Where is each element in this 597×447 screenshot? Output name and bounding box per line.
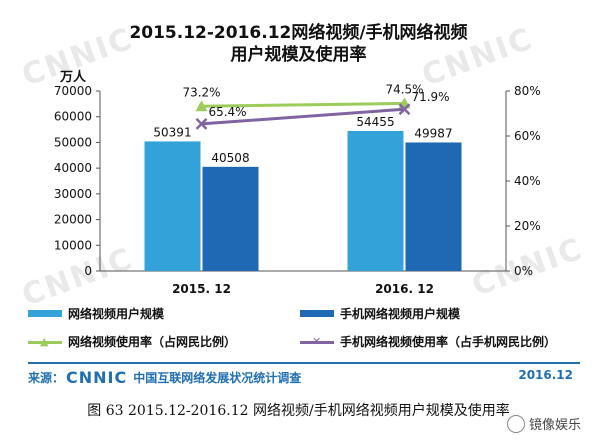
figure-caption: 图 63 2015.12-2016.12 网络视频/手机网络视频用户规模及使用率 (87, 403, 510, 419)
legend-label-line1: 网络视频使用率（占网民比例） (68, 335, 237, 349)
legend-swatch-line1: ▲ (28, 335, 62, 349)
x-marker-icon: ✕ (312, 334, 322, 348)
y-left-tick-label: 20000 (54, 213, 92, 227)
account-name: 镜像娱乐 (528, 418, 581, 433)
source-prefix: 来源： (28, 371, 65, 385)
legend-label-bar2: 手机网络视频用户规模 (340, 307, 461, 321)
y-axis-unit: 万人 (60, 70, 87, 85)
legend-swatch-bar2 (300, 310, 334, 317)
legend-label-bar1: 网络视频用户规模 (68, 307, 165, 321)
chart-plot: 0 10000 20000 30000 40000 50000 60000 70000 0% 20… (54, 82, 541, 296)
footer-divider (28, 362, 580, 364)
y-right-tick-label: 20% (514, 219, 541, 233)
line-data-label: 65.4% (208, 105, 246, 119)
chart-title-line1: 2015.12-2016.12网络视频/手机网络视频 (129, 23, 468, 43)
line-data-label: 71.9% (411, 90, 449, 104)
legend-item-line2: ✕ 手机网络视频使用率（占手机网民比例） (300, 333, 556, 350)
series-line (201, 107, 405, 126)
y-right-tick-label: 80% (514, 84, 541, 98)
bar-data-label: 49987 (414, 126, 452, 140)
legend-item-bar2: 手机网络视频用户规模 (300, 305, 460, 322)
bar (202, 166, 259, 271)
line-point-x (195, 117, 208, 130)
bar-data-label: 50391 (153, 125, 191, 139)
legend-item-line1: ▲ 网络视频使用率（占网民比例） (28, 333, 236, 350)
legend-item-bar1: 网络视频用户规模 (28, 305, 164, 322)
source-date: 2016.12 (518, 368, 573, 382)
bar (144, 141, 201, 271)
y-right-tick-label: 60% (514, 129, 541, 143)
series-line (201, 101, 405, 108)
chart-title-line2: 用户规模及使用率 (230, 45, 367, 65)
y-left-tick-label: 0 (84, 264, 92, 278)
bar (347, 130, 404, 271)
x-tick-label: 2016. 12 (375, 282, 434, 296)
legend-swatch-line2: ✕ (300, 335, 334, 349)
line-data-label: 74.5% (385, 82, 423, 96)
line-point-triangle (195, 100, 208, 112)
y-left-tick-label: 50000 (54, 135, 92, 149)
account-badge: 镜像娱乐 (506, 414, 581, 433)
bar-data-label: 54455 (356, 115, 394, 129)
triangle-marker-icon: ▲ (40, 334, 49, 348)
source-text: 中国互联网络发展状况统计调查 (133, 371, 302, 385)
legend-label-line2: 手机网络视频使用率（占手机网民比例） (340, 335, 557, 349)
y-left-tick-label: 70000 (54, 84, 92, 98)
legend-swatch-bar1 (28, 310, 62, 317)
source-line: 来源： CNNIC 中国互联网络发展状况统计调查 (28, 368, 301, 387)
y-right-tick-label: 40% (514, 174, 541, 188)
line-point-x (398, 103, 411, 116)
y-left-tick-label: 40000 (54, 161, 92, 175)
cnnic-logo: CNNIC (66, 368, 128, 387)
line-data-label: 73.2% (182, 85, 220, 99)
y-left-tick-label: 30000 (54, 187, 92, 201)
y-left-tick-label: 10000 (54, 238, 92, 252)
x-tick-label: 2015. 12 (172, 282, 231, 296)
y-left-tick-label: 60000 (54, 110, 92, 124)
y-right-tick-label: 0% (514, 264, 533, 278)
wechat-icon (506, 414, 525, 433)
bar-data-label: 40508 (211, 151, 249, 165)
bar (405, 142, 462, 271)
